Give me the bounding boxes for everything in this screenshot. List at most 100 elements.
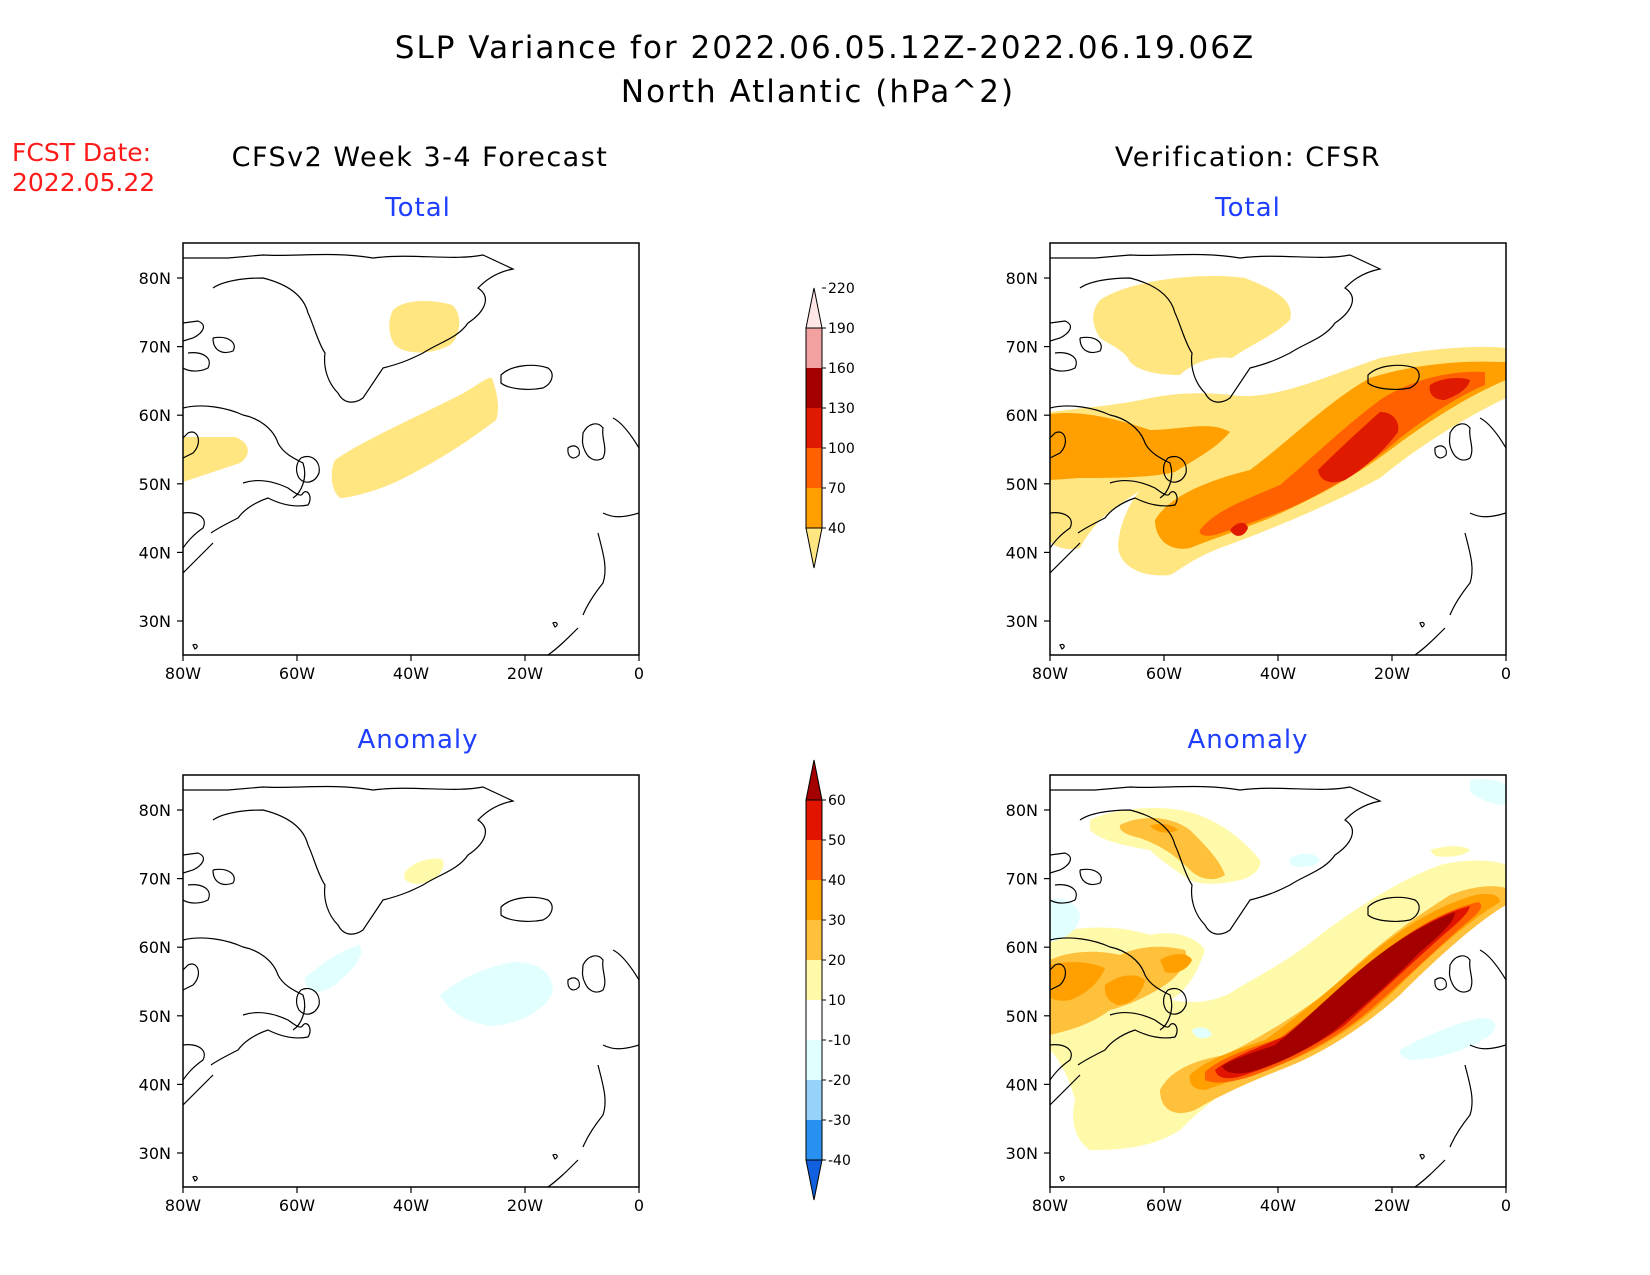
coastline-segment [500,896,553,922]
colorbar-cell [806,960,822,1000]
coastline-segment [1050,963,1067,991]
coastline-segment [1448,955,1473,993]
colorbar-cell [806,800,822,840]
coastline-segment [500,364,553,390]
colorbar-triangle-bottom [805,527,823,569]
anomaly-neg-labrador-cyan [1050,898,1080,942]
colorbar-cell [806,880,822,920]
coastline-segment [602,512,639,518]
lat-label: 30N [139,1144,171,1163]
coastline-segment [1367,896,1420,922]
lon-label: 60W [1146,1196,1182,1215]
colorbar-cell [806,1080,822,1120]
lat-label: 70N [139,338,171,357]
coastline-segment [183,852,205,874]
colorbar-cell [806,920,822,960]
coastline-segment [1419,1153,1425,1160]
axes-layer: 80N 70N 60N 50N 40N 30N 80W 60W 40W 20W 0 80N 70N 60N… [139,269,1511,1215]
anomaly-30-west2 [1104,975,1145,1005]
fcst-date-value: 2022.05.22 [12,168,156,197]
coastline-segment [1079,336,1102,354]
anomaly-neg-labrador [305,945,362,992]
verification-total-subtitle: Total [1215,193,1281,223]
lon-label: 80W [165,664,201,683]
coastline-segment [183,785,515,935]
coastline-segment [295,455,320,483]
variance-patch-labrador [183,437,248,482]
lon-label: 80W [165,1196,201,1215]
colorbar-label: 220 [828,281,855,297]
lat-label: 60N [139,406,171,425]
coastline-segment [183,320,205,342]
coastline-segment [581,955,606,993]
coastline-segment [1479,949,1506,981]
coastline-segment [552,1153,558,1160]
coastline-segment [1050,320,1072,342]
anomaly-10-greenland-east [1430,846,1470,857]
colorbar-label: 10 [828,993,846,1009]
coastline-segment [1050,852,1072,874]
coastline-segment [183,352,210,372]
coastline-segment [183,542,214,574]
forecast-anomaly-coastlines [183,785,639,1187]
lat-label: 50N [1006,475,1038,494]
coastline-segment [1434,445,1447,459]
verification-column-title: Verification: CFSR [1114,142,1382,173]
colorbar-label: 60 [828,793,846,809]
colorbar-cell [806,408,822,448]
colorbar-label: 40 [828,521,846,537]
coastline-segment [212,868,235,886]
lat-label: 70N [1006,338,1038,357]
variance-130-iceland [1429,377,1470,400]
coastline-segment [1059,643,1065,650]
lat-label: 60N [1006,406,1038,425]
coastline-segment [183,963,200,991]
coastline-segment [1414,627,1446,655]
coastline-segment [1050,431,1067,459]
coastline-segment [1050,405,1173,499]
colorbar-cell [806,488,822,528]
lat-label: 80N [1006,269,1038,288]
lat-label: 30N [1006,1144,1038,1163]
forecast-anomaly-shading [305,858,553,1026]
lat-label: 60N [139,938,171,957]
coastline-segment [567,977,580,991]
coastline-segment [192,643,198,650]
coastline-segment [210,479,311,534]
variance-patch-atlantic [331,377,499,498]
coastline-segment [547,1159,579,1187]
coastline-segment [1077,479,1178,534]
lon-label: 20W [1374,664,1410,683]
lat-label: 80N [139,269,171,288]
lat-label: 40N [1006,1075,1038,1094]
verification-total-shading [1050,276,1506,576]
coastline-segment [1050,352,1077,372]
coastline-segment [612,417,639,449]
anomaly-neg-east [1399,1018,1496,1060]
lon-label: 0 [634,1196,644,1215]
lon-label: 40W [1260,664,1296,683]
coastline-segment [602,1044,639,1050]
variance-130-jet [1318,412,1399,483]
lon-label: 80W [1032,664,1068,683]
lon-label: 60W [279,1196,315,1215]
coastline-segment [1050,542,1081,574]
variance-130-newfoundland [1230,522,1248,536]
lat-label: 60N [1006,938,1038,957]
lat-label: 50N [139,1007,171,1026]
coastline-segment [1059,1175,1065,1182]
colorbar-label: -10 [828,1033,851,1049]
coastline-segment [547,627,579,655]
forecast-anomaly-subtitle: Anomaly [357,725,479,755]
coastline-segment [212,336,235,354]
lon-label: 60W [1146,664,1182,683]
coastline-segment [552,621,558,628]
fcst-date-block: FCST Date: 2022.05.22 [12,138,155,198]
lat-label: 40N [139,1075,171,1094]
lat-label: 30N [1006,612,1038,631]
lat-label: 40N [139,543,171,562]
colorbar-label: 50 [828,833,846,849]
coastline-segment [581,423,606,461]
coastline-segment [1050,1074,1081,1106]
